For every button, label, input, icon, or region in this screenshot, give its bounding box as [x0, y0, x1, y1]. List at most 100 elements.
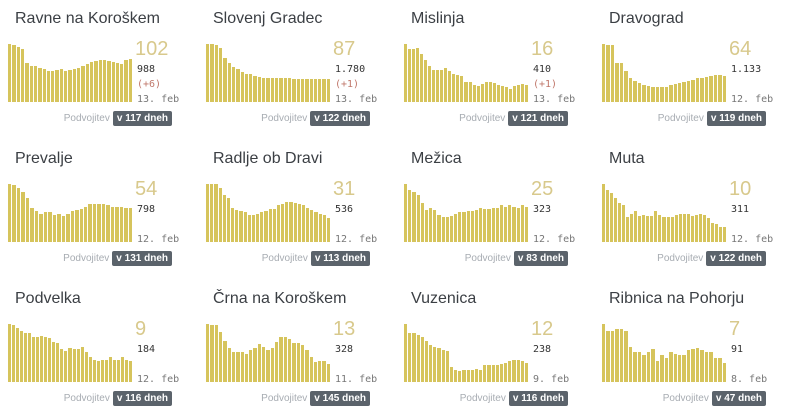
active-cases-count: 64 [729, 38, 752, 60]
sparkline-bar [206, 44, 210, 102]
sparkline-bar [619, 62, 624, 102]
municipality-card[interactable]: Dravograd 64 1.133 12. feb Podvojitev v … [601, 0, 799, 140]
sparkline-bar [474, 210, 479, 242]
sparkline-bar [504, 86, 508, 102]
sparkline-bar [66, 213, 70, 242]
active-cases-count: 7 [729, 318, 741, 340]
sparkline-bar [226, 198, 231, 242]
sparkline-bar [270, 347, 274, 382]
sparkline-bar [120, 63, 124, 102]
total-cases-count: 798 [137, 204, 156, 215]
doubling-badge: v 117 dneh [112, 111, 172, 126]
sparkline-bar [60, 348, 64, 382]
sparkline-bar [236, 69, 240, 102]
doubling-time: Podvojitev v 122 dneh [261, 111, 370, 126]
sparkline-bar [504, 206, 508, 242]
sparkline-bar [610, 193, 614, 242]
municipality-card[interactable]: Radlje ob Dravi 31 536 12. feb Podvojite… [205, 140, 403, 280]
sparkline-bar [84, 352, 88, 382]
sparkline-bar [249, 74, 253, 102]
sparkline-bar [51, 70, 55, 102]
sparkline-bar [34, 211, 39, 242]
sparkline-bar [499, 205, 504, 242]
sparkline-bar [310, 210, 314, 242]
sparkline-bar [16, 327, 20, 382]
sparkline-bar [441, 217, 445, 242]
sparkline-bar [420, 337, 424, 382]
doubling-label: Podvojitev [261, 113, 308, 124]
municipality-card[interactable]: Črna na Koroškem 13 328 11. feb Podvojit… [205, 280, 403, 420]
sparkline-bar [46, 70, 51, 102]
sparkline-bar [483, 365, 487, 382]
municipality-card[interactable]: Mežica 25 323 12. feb Podvojitev v 83 dn… [403, 140, 601, 280]
sparkline-bar [690, 215, 694, 242]
sparkline-bar [279, 78, 283, 102]
sparkline-bar [408, 189, 412, 242]
sparkline-bar [660, 354, 664, 382]
sparkline-bar [714, 224, 718, 242]
sparkline-bar [266, 350, 270, 382]
sparkline-bar [214, 45, 218, 102]
sparkline-bar [300, 78, 305, 102]
sparkline-bar [108, 357, 112, 382]
municipality-card[interactable]: Prevalje 54 798 12. feb Podvojitev v 131… [7, 140, 205, 280]
sparkline-bar [253, 347, 257, 382]
municipality-card[interactable]: Vuzenica 12 238 9. feb Podvojitev v 116 … [403, 280, 601, 420]
sparkline-bar [655, 360, 660, 382]
sparkline-bar [462, 212, 466, 242]
sparkline-bar [112, 359, 116, 382]
sparkline-bar [231, 66, 236, 102]
sparkline-bar [300, 345, 305, 382]
sparkline-bar [622, 205, 626, 242]
sparkline-bar [424, 340, 429, 382]
sparkline-bar [516, 207, 520, 242]
sparkline-bar [70, 210, 75, 242]
sparkline-bar [420, 202, 424, 242]
sparkline-bar [428, 66, 432, 102]
sparkline-bar [42, 68, 46, 102]
total-cases-count: 1.780 [335, 64, 366, 75]
municipality-name: Podvelka [15, 290, 81, 307]
sparkline-bar [322, 79, 326, 102]
sparkline-bar [634, 211, 638, 242]
municipality-card[interactable]: Ribnica na Pohorju 7 91 8. feb Podvojite… [601, 280, 799, 420]
sparkline-bar [673, 84, 677, 102]
last-update-date: 9. feb [533, 374, 570, 385]
sparkline-bar [52, 214, 57, 242]
sparkline-bar [698, 213, 702, 242]
sparkline-bar [28, 333, 32, 382]
total-cases-count: 184 [137, 344, 156, 355]
active-cases-sparkline [602, 44, 727, 102]
sparkline-bar [116, 359, 120, 382]
sparkline-bar [412, 48, 416, 102]
sparkline-bar [669, 85, 673, 102]
doubling-time: Podvojitev v 117 dneh [64, 111, 172, 126]
sparkline-bar [499, 364, 504, 382]
sparkline-bar [655, 86, 660, 102]
sparkline-bar [658, 214, 662, 242]
sparkline-bar [686, 80, 691, 102]
municipality-card[interactable]: Mislinja 16 410 (+1) 13. feb Podvojitev … [403, 0, 601, 140]
sparkline-bar [289, 202, 293, 242]
last-update-date: 13. feb [137, 94, 180, 105]
sparkline-bar [433, 210, 437, 242]
doubling-time: Podvojitev v 47 dneh [663, 391, 766, 406]
active-cases-sparkline [8, 324, 132, 382]
last-update-date: 12. feb [335, 234, 378, 245]
sparkline-bar [666, 217, 670, 242]
sparkline-bar [444, 68, 448, 102]
sparkline-bar [8, 324, 12, 382]
sparkline-bar [660, 86, 664, 102]
sparkline-bar [516, 359, 520, 382]
total-cases-count: 238 [533, 344, 552, 355]
sparkline-bar [424, 210, 429, 242]
sparkline-bar [722, 363, 727, 382]
sparkline-bar [664, 86, 669, 102]
sparkline-bar [275, 341, 279, 382]
municipality-card[interactable]: Ravne na Koroškem 102 988 (+6) 13. feb P… [7, 0, 205, 140]
municipality-card[interactable]: Muta 10 311 12. feb Podvojitev v 122 dne… [601, 140, 799, 280]
municipality-card[interactable]: Podvelka 9 184 12. feb Podvojitev v 116 … [7, 280, 205, 420]
municipality-card[interactable]: Slovenj Gradec 87 1.780 (+1) 13. feb Pod… [205, 0, 403, 140]
sparkline-bar [718, 75, 722, 102]
sparkline-bar [456, 75, 460, 102]
